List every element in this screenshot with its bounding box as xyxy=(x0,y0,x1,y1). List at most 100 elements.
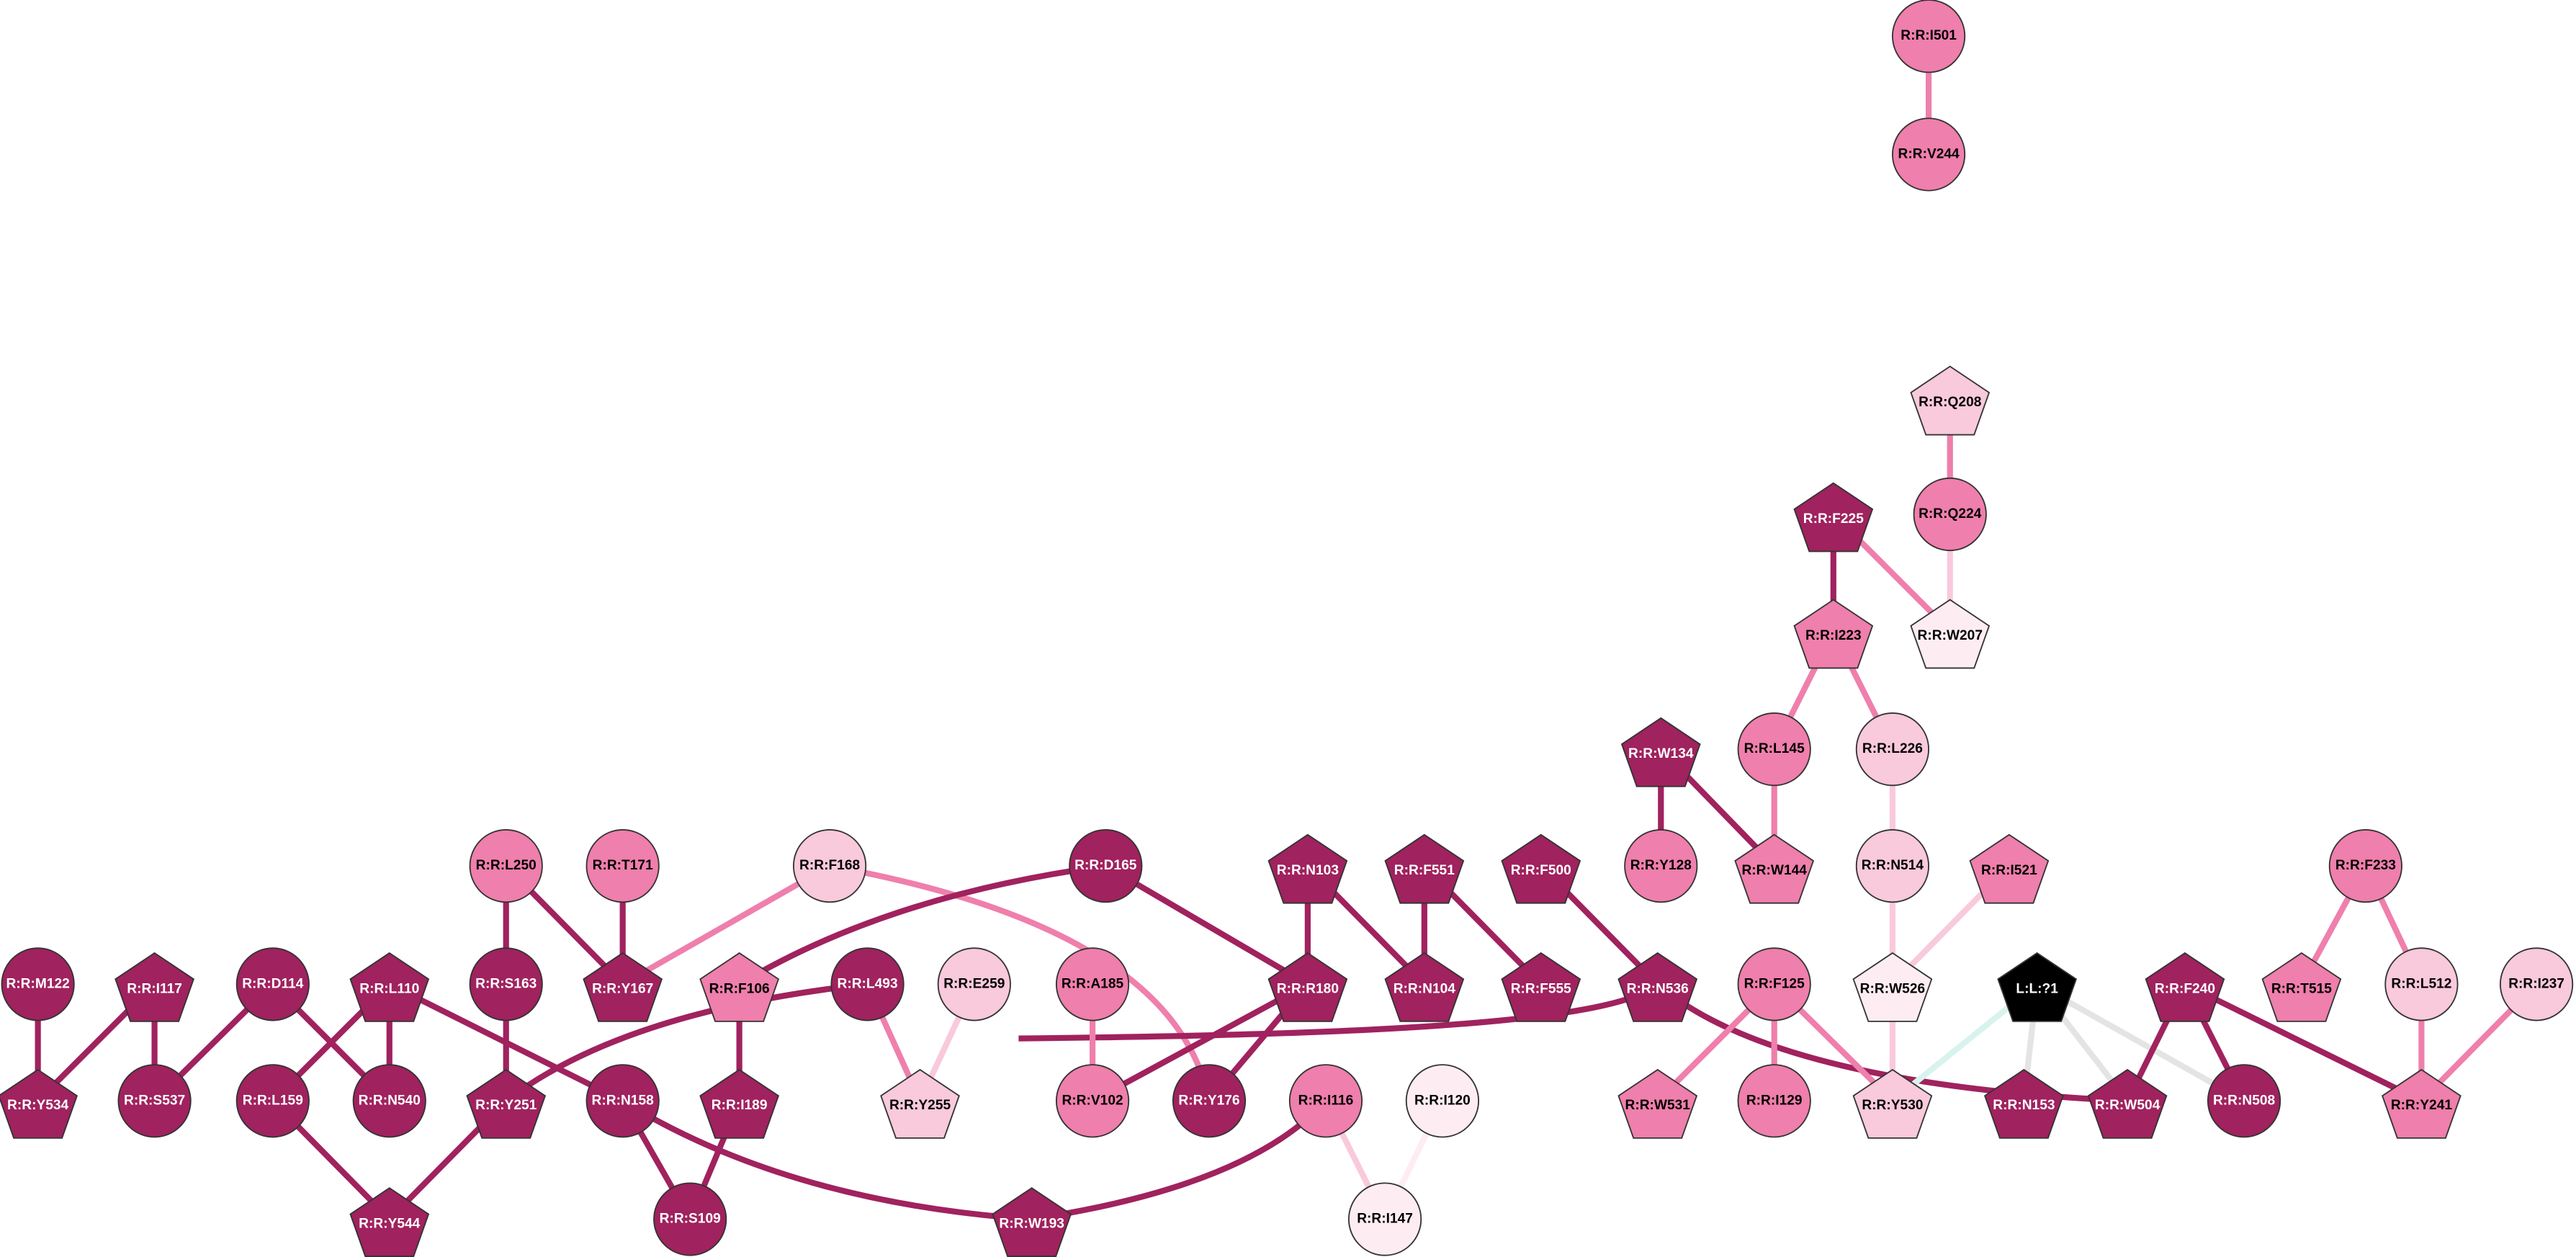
node-label: R:R:F225 xyxy=(1803,511,1864,527)
node-circle xyxy=(469,829,543,903)
node: R:R:I117 xyxy=(115,952,194,1022)
node-label: R:R:F106 xyxy=(709,981,770,996)
node-label: R:R:Y544 xyxy=(359,1216,421,1231)
node-circle xyxy=(235,947,310,1021)
node-circle xyxy=(2328,829,2402,903)
node-label: R:R:N103 xyxy=(1277,863,1339,878)
node-label: R:R:N104 xyxy=(1394,981,1456,996)
node-circle xyxy=(1347,1182,1422,1256)
node-circle xyxy=(1892,0,1966,73)
node-circle xyxy=(1913,477,1987,552)
node-pentagon xyxy=(699,952,780,1022)
node-label: R:R:W193 xyxy=(999,1216,1064,1231)
node-label: R:R:N158 xyxy=(592,1093,655,1108)
node: R:R:F555 xyxy=(1501,952,1581,1022)
node-label: R:R:I501 xyxy=(1900,28,1957,43)
node-label: R:R:T171 xyxy=(593,858,653,873)
node-label: R:R:I237 xyxy=(2508,976,2564,991)
node: R:R:I116 xyxy=(1288,1064,1363,1138)
node-label: R:R:I120 xyxy=(1414,1093,1471,1108)
edge xyxy=(2035,981,2246,1104)
node-pentagon xyxy=(1617,1068,1698,1139)
edge xyxy=(737,863,1106,987)
node-pentagon xyxy=(1267,952,1348,1022)
node-circle xyxy=(469,947,543,1021)
node-pentagon xyxy=(349,952,430,1022)
node-pentagon xyxy=(1852,952,1933,1022)
node-label: R:R:A185 xyxy=(1062,976,1124,991)
node: L:L:?1 xyxy=(1997,952,2078,1022)
node: R:R:Q224 xyxy=(1913,477,1987,552)
node-label: R:R:W531 xyxy=(1625,1098,1691,1113)
node: R:R:F240 xyxy=(2145,952,2225,1022)
node: R:R:Y544 xyxy=(349,1187,430,1257)
edge xyxy=(2184,981,2423,1104)
node-circle xyxy=(1624,829,1698,903)
node-pentagon xyxy=(0,1068,78,1139)
node-label: R:R:L110 xyxy=(359,981,419,996)
node-label: R:R:M122 xyxy=(6,976,69,991)
node-pentagon xyxy=(2382,1068,2461,1139)
node: R:R:Y241 xyxy=(2382,1068,2461,1139)
node: R:R:D114 xyxy=(235,947,310,1021)
node-label: R:R:N536 xyxy=(1627,981,1689,996)
node-pentagon xyxy=(1997,952,2078,1022)
node-circle xyxy=(2207,1064,2281,1138)
edges xyxy=(35,36,2539,1222)
node-label: R:R:I147 xyxy=(1357,1212,1413,1227)
node: R:R:Y176 xyxy=(1172,1064,1247,1138)
node-circle xyxy=(1172,1064,1247,1138)
edge xyxy=(1091,981,1309,1104)
node: R:R:N158 xyxy=(585,1064,660,1138)
node: R:R:M122 xyxy=(1,947,75,1021)
node-label: R:R:F125 xyxy=(1744,976,1805,991)
node-pentagon xyxy=(2145,952,2225,1022)
edge xyxy=(1104,863,1309,987)
node: R:R:I147 xyxy=(1347,1182,1422,1256)
node-label: R:R:V102 xyxy=(1062,1093,1123,1108)
node-circle xyxy=(1055,947,1130,1021)
node: R:R:I501 xyxy=(1892,0,1966,73)
node: R:R:D165 xyxy=(1069,829,1143,903)
node-label: R:R:Y530 xyxy=(1862,1098,1923,1113)
node-label: R:R:I521 xyxy=(1981,863,2037,878)
node-pentagon xyxy=(1617,952,1698,1022)
node: R:R:N536 xyxy=(1617,952,1698,1022)
node-label: R:R:W134 xyxy=(1628,746,1694,761)
node: R:R:I237 xyxy=(2499,947,2574,1021)
node: R:R:W193 xyxy=(992,1187,1072,1257)
node-label: R:R:L493 xyxy=(838,976,898,991)
node-circle xyxy=(1288,1064,1363,1138)
node-pentagon xyxy=(880,1068,960,1139)
node-label: R:R:S537 xyxy=(124,1093,185,1108)
node: R:R:I129 xyxy=(1737,1064,1811,1138)
node-pentagon xyxy=(1620,717,1701,787)
node-label: L:L:?1 xyxy=(2016,981,2058,996)
node: R:R:V244 xyxy=(1892,117,1966,192)
node: R:R:Y128 xyxy=(1624,829,1698,903)
node-pentagon xyxy=(1969,833,2050,904)
node: R:R:L512 xyxy=(2384,947,2459,1021)
node: R:R:I189 xyxy=(699,1068,780,1139)
node-label: R:R:Y176 xyxy=(1178,1093,1239,1108)
node: R:R:N514 xyxy=(1855,829,1930,903)
node-circle xyxy=(1,947,75,1021)
node: R:R:S109 xyxy=(653,1182,727,1256)
node-label: R:R:N514 xyxy=(1862,858,1924,873)
node: R:R:F106 xyxy=(699,952,780,1022)
node: R:R:I521 xyxy=(1969,833,2050,904)
node: R:R:F551 xyxy=(1384,833,1465,904)
node: R:R:N508 xyxy=(2207,1064,2281,1138)
node: R:R:L493 xyxy=(830,947,905,1021)
node-label: R:R:L226 xyxy=(1862,741,1923,756)
node-label: R:R:I117 xyxy=(127,981,182,996)
node-circle xyxy=(1055,1064,1130,1138)
node-circle xyxy=(937,947,1011,1021)
node-label: R:R:L250 xyxy=(476,858,537,873)
node-label: R:R:N540 xyxy=(359,1093,421,1108)
node-pentagon xyxy=(1501,833,1581,904)
node-circle xyxy=(1405,1064,1480,1138)
node-label: R:R:F500 xyxy=(1511,863,1571,878)
